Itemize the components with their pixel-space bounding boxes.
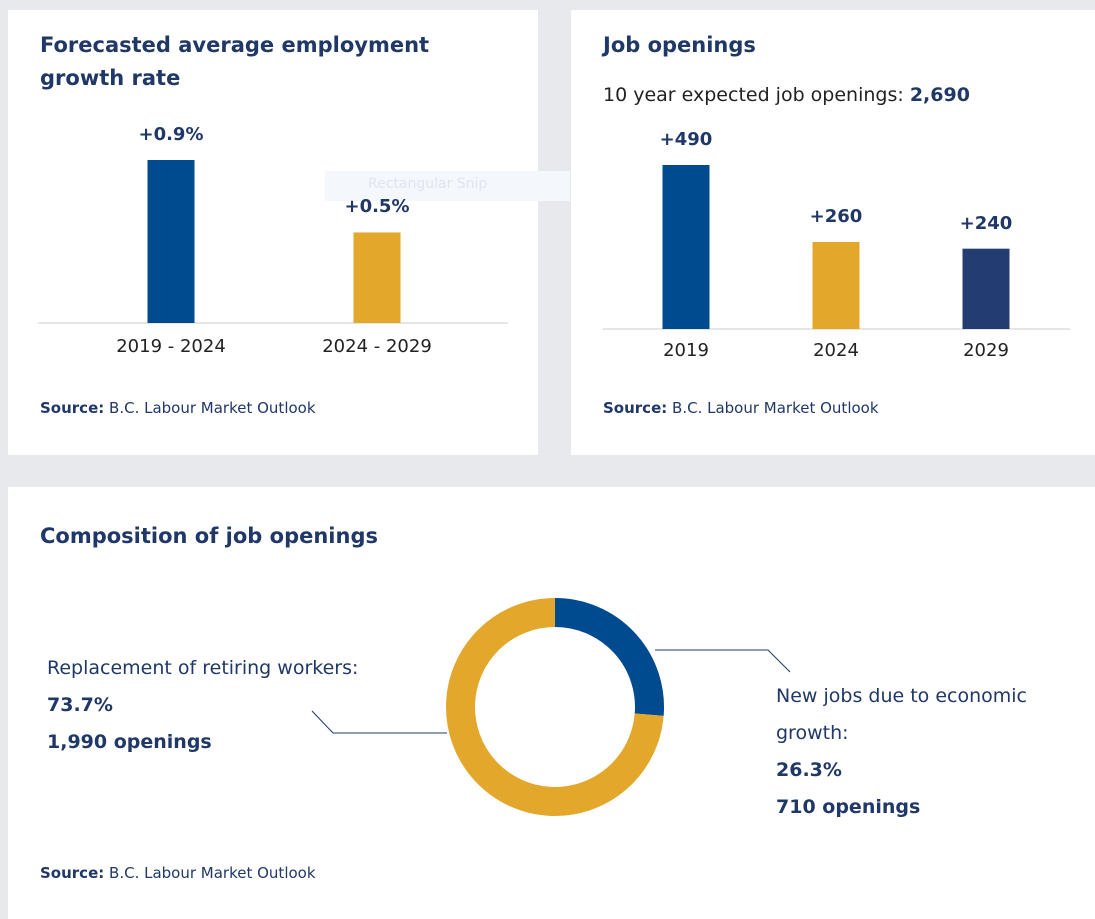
slice-label: New jobs due to economic growth: 26.3% 710…: [776, 678, 1076, 826]
chart-title: Job openings: [603, 33, 756, 57]
panel: [8, 10, 538, 455]
category-label: 2024: [813, 340, 859, 361]
snip-overlay: [325, 171, 570, 201]
source-text: B.C. Labour Market Outlook: [672, 399, 879, 417]
slice-count: 1,990 openings: [47, 731, 212, 753]
slice-name: Replacement of retiring workers:: [47, 657, 359, 679]
value-label: +490: [659, 129, 713, 150]
source-label: Source:: [603, 399, 668, 417]
source: Source: B.C. Labour Market Outlook: [40, 864, 316, 882]
source-label: Source:: [40, 399, 105, 417]
bar: [662, 165, 710, 329]
category-label: 2024 - 2029: [322, 336, 432, 357]
category-label: 2029: [963, 340, 1009, 361]
leader-line: [311, 710, 447, 734]
overlay-text: Rectangular Snip: [368, 176, 488, 192]
bar: [147, 160, 195, 323]
slice-name: New jobs due to economic growth:: [776, 685, 1027, 744]
panel: [571, 10, 1095, 455]
value-label: +0.9%: [138, 124, 204, 145]
source-text: B.C. Labour Market Outlook: [109, 864, 316, 882]
subtitle-value: 2,690: [909, 84, 970, 106]
category-label: 2019 - 2024: [116, 336, 226, 357]
slice-count: 710 openings: [776, 796, 921, 818]
chart-title: Forecasted average employment growth rat…: [40, 33, 430, 90]
source-label: Source:: [40, 864, 105, 882]
subtitle-text: 10 year expected job openings:: [603, 84, 904, 106]
panel: [8, 487, 1095, 919]
leader-line: [655, 649, 791, 673]
slice-label: Replacement of retiring workers: 73.7% 1,9…: [47, 650, 407, 761]
slice-value: 26.3%: [776, 759, 842, 781]
source-text: B.C. Labour Market Outlook: [109, 399, 316, 417]
slice-value: 73.7%: [47, 694, 113, 716]
bar: [812, 241, 860, 329]
bar: [353, 232, 401, 323]
value-label: +240: [959, 212, 1013, 234]
subtitle: 10 year expected job openings: 2,690: [603, 84, 970, 106]
donut-slice: [554, 598, 664, 716]
bar: [962, 248, 1010, 329]
source: Source: B.C. Labour Market Outlook: [603, 399, 879, 417]
category-label: 2019: [663, 340, 709, 361]
value-label: +260: [809, 205, 863, 227]
donut-slice: [446, 598, 664, 816]
value-label: +0.5%: [344, 196, 410, 218]
chart-title: Composition of job openings: [40, 524, 378, 548]
source: Source: B.C. Labour Market Outlook: [40, 399, 316, 417]
